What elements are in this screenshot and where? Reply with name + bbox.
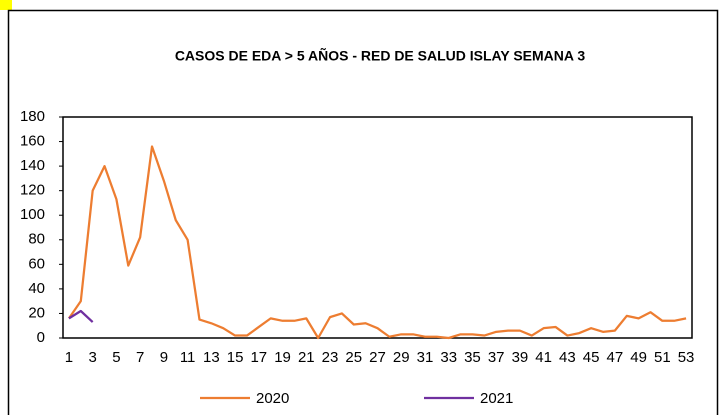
x-tick-label: 39 <box>512 349 529 366</box>
x-tick-label: 21 <box>298 349 315 366</box>
x-tick-label: 53 <box>678 349 695 366</box>
x-tick-label: 31 <box>417 349 434 366</box>
x-tick-label: 41 <box>535 349 552 366</box>
y-tick-label: 40 <box>28 280 45 297</box>
x-tick-label: 11 <box>180 349 196 366</box>
x-tick-label: 29 <box>393 349 410 366</box>
y-tick-label: 60 <box>28 255 45 272</box>
y-tick-label: 120 <box>20 182 45 199</box>
x-tick-label: 5 <box>112 349 120 366</box>
x-tick-label: 7 <box>136 349 144 366</box>
x-tick-label: 3 <box>88 349 96 366</box>
series-line <box>68 309 94 323</box>
x-tick-label: 19 <box>274 349 291 366</box>
x-tick-label: 9 <box>160 349 168 366</box>
x-tick-label: 33 <box>440 349 457 366</box>
y-tick-label: 0 <box>37 329 45 346</box>
y-tick-label: 100 <box>20 206 45 223</box>
legend-label: 2021 <box>480 390 513 407</box>
x-tick-label: 35 <box>464 349 481 366</box>
x-tick-label: 37 <box>488 349 505 366</box>
y-tick-label: 20 <box>28 304 45 321</box>
x-tick-label: 49 <box>630 349 647 366</box>
x-tick-label: 27 <box>369 349 386 366</box>
legend-label: 2020 <box>256 390 289 407</box>
y-tick-label: 160 <box>20 133 45 150</box>
marker <box>0 0 12 10</box>
x-tick-label: 43 <box>559 349 576 366</box>
y-tick-label: 140 <box>20 157 45 174</box>
chart-title: CASOS DE EDA > 5 AÑOS - RED DE SALUD ISL… <box>175 47 586 64</box>
y-tick-label: 80 <box>28 231 45 248</box>
x-tick-label: 25 <box>345 349 362 366</box>
x-tick-label: 15 <box>227 349 244 366</box>
x-tick-label: 45 <box>583 349 600 366</box>
x-tick-label: 17 <box>250 349 267 366</box>
series-line <box>68 145 687 340</box>
x-tick-label: 13 <box>203 349 220 366</box>
x-tick-label: 1 <box>65 349 73 366</box>
plot-frame <box>62 116 693 339</box>
x-tick-label: 23 <box>322 349 339 366</box>
chart-border <box>7 9 719 415</box>
x-tick-label: 51 <box>654 349 671 366</box>
x-tick-label: 47 <box>607 349 624 366</box>
y-tick-label: 180 <box>20 108 45 125</box>
